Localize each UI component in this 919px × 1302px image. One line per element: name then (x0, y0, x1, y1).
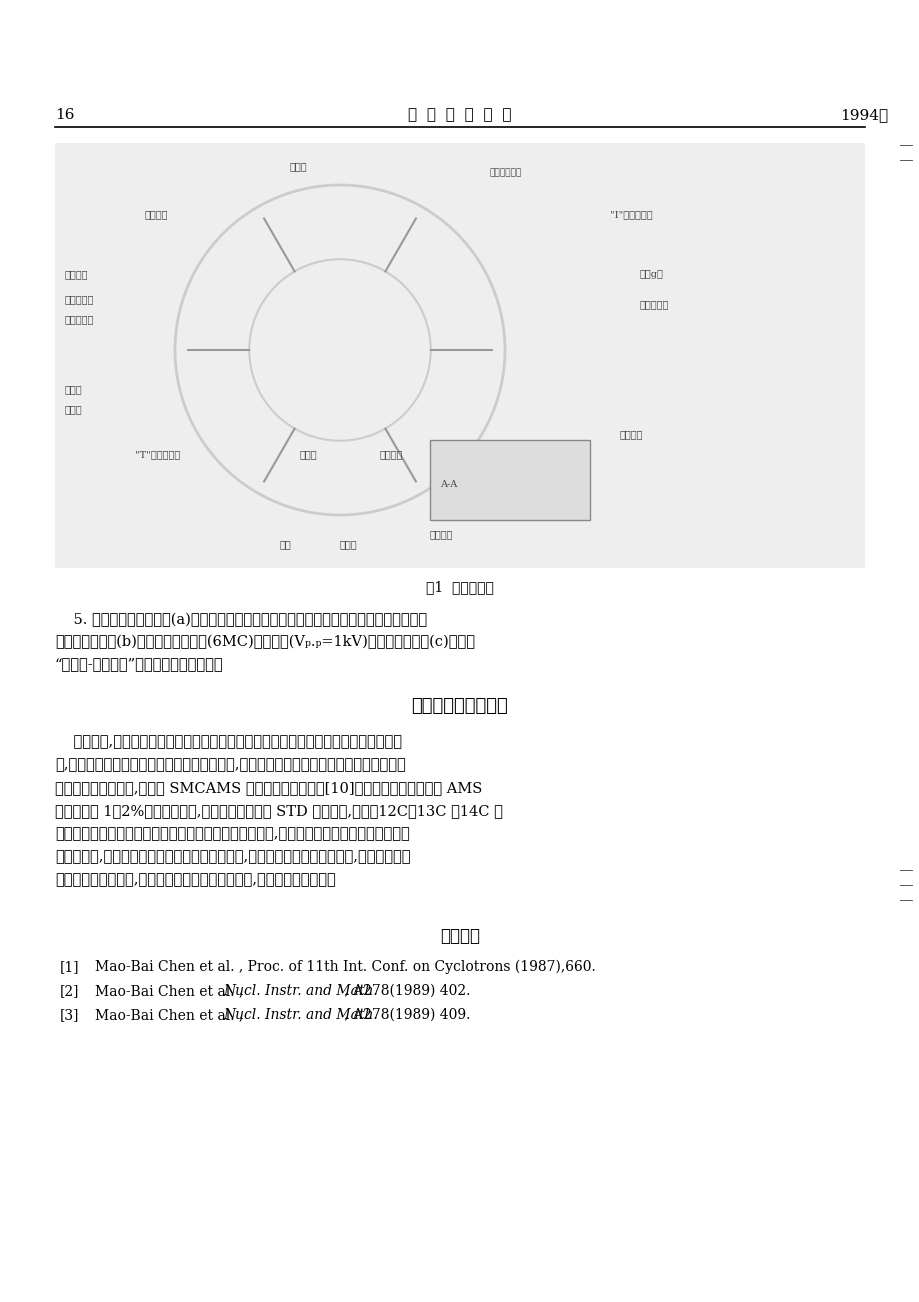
Text: Mao-Bai Chen et al. ,: Mao-Bai Chen et al. , (95, 1008, 247, 1022)
Text: 想和独特的技术路线,而这台 SMCAMS 现在还不能很好实用[10]。一台实用的小型回旋 AMS: 想和独特的技术路线,而这台 SMCAMS 现在还不能很好实用[10]。一台实用的… (55, 781, 482, 796)
Text: 至少要达到 1＇2%的测量正确度,这就需要研究微机 STD 控制系统,以实现12C、13C 和14C 的: 至少要达到 1＇2%的测量正确度,这就需要研究微机 STD 控制系统,以实现12… (55, 805, 503, 818)
Text: , A278(1989) 409.: , A278(1989) 409. (340, 1008, 471, 1022)
Text: Nucl. Instr. and Math.: Nucl. Instr. and Math. (223, 984, 378, 999)
Text: 扇形叶片: 扇形叶片 (429, 530, 453, 539)
FancyBboxPatch shape (429, 440, 589, 519)
Text: Mao-Bai Chen et al. ,: Mao-Bai Chen et al. , (95, 984, 247, 999)
Text: [2]: [2] (60, 984, 79, 999)
Text: A-A: A-A (439, 480, 457, 490)
Text: [3]: [3] (60, 1008, 79, 1022)
Text: 交替加速；还要添置一台用光导控制的离子源多样品装置,以实现标准样品和待测样品的轮换: 交替加速；还要添置一台用光导控制的离子源多样品装置,以实现标准样品和待测样品的轮… (55, 827, 409, 841)
Text: 打拿极: 打拿极 (65, 385, 83, 395)
Text: 五、进一步研究方向: 五、进一步研究方向 (411, 697, 508, 715)
Text: 参考文献: 参考文献 (439, 928, 480, 945)
Text: 镀镖磁铁结构；(b)研制成一台高频率(6MC)、高幅度(Vₚ.ₚ=1kV)三角波发生器；(c)研制成: 镀镖磁铁结构；(b)研制成一台高频率(6MC)、高幅度(Vₚ.ₚ=1kV)三角波… (55, 635, 474, 650)
Text: 5. 建成的设备和仪器；(a)建成了回旋加速器上第一个磁体与真空室结合一体的高调变度: 5. 建成的设备和仪器；(a)建成了回旋加速器上第一个磁体与真空室结合一体的高调… (55, 613, 426, 628)
Text: 真空室: 真空室 (289, 161, 307, 171)
FancyBboxPatch shape (55, 143, 864, 568)
Text: 出,它只是完成该重大项目规定的基础研究任务,即建立设备、验证我们提出的创新的学术思: 出,它只是完成该重大项目规定的基础研究任务,即建立设备、验证我们提出的创新的学术… (55, 758, 405, 772)
Text: 引出假较枏: 引出假较枏 (65, 296, 95, 303)
Text: 分子泵: 分子泵 (340, 540, 357, 549)
Text: 压迟g筒: 压迟g筒 (640, 270, 664, 279)
Text: 扇形叶片: 扇形叶片 (145, 210, 168, 219)
Text: 三脉片通阀: 三脉片通阀 (640, 299, 669, 309)
Text: 微通道板: 微通道板 (65, 270, 88, 279)
Text: , A278(1989) 402.: , A278(1989) 402. (340, 984, 471, 999)
Text: 测量假较枏: 测量假较枏 (65, 315, 95, 324)
Text: 图1  结构示意图: 图1 结构示意图 (425, 579, 494, 594)
Text: 中  国  科  学  基  金: 中 国 科 学 基 金 (408, 108, 511, 122)
Text: 磁地线圈: 磁地线圈 (619, 430, 642, 439)
Text: 磁筛: 磁筛 (279, 540, 291, 549)
Text: 辅助设备: 辅助设备 (380, 450, 403, 460)
Text: 测量；此外,对这台样机中目前存在的问题和不足,特别是传输效率和计数效率,还需进一步改: 测量；此外,对这台样机中目前存在的问题和不足,特别是传输效率和计数效率,还需进一… (55, 850, 410, 865)
Text: Mao-Bai Chen et al. , Proc. of 11th Int. Conf. on Cyclotrons (1987),660.: Mao-Bai Chen et al. , Proc. of 11th Int.… (95, 960, 596, 974)
Text: “打拿极-微通道板”构成的单粒子探测器。: “打拿极-微通道板”构成的单粒子探测器。 (55, 658, 223, 671)
Text: 绕层蒲离子源: 绕层蒲离子源 (490, 168, 522, 177)
Text: 可以认为,世界上第一台超灵敏小型回旋加速器质谱计已在我国基本研制成功。必须指: 可以认为,世界上第一台超灵敏小型回旋加速器质谱计已在我国基本研制成功。必须指 (55, 736, 402, 749)
Text: 探测器: 探测器 (65, 405, 83, 414)
Text: Nucl. Instr. and Math.: Nucl. Instr. and Math. (223, 1008, 378, 1022)
Text: "I"形加速电区: "I"形加速电区 (609, 210, 652, 219)
Text: 1994年: 1994年 (839, 108, 887, 122)
Text: 探测靶: 探测靶 (300, 450, 317, 460)
Text: [1]: [1] (60, 960, 80, 974)
Text: "T"形加速电极: "T"形加速电极 (135, 450, 180, 460)
Text: 16: 16 (55, 108, 74, 122)
Text: 进和技术准备。这样,方可使之更好地投入实际应用,加速其商品化进程。: 进和技术准备。这样,方可使之更好地投入实际应用,加速其商品化进程。 (55, 874, 335, 887)
